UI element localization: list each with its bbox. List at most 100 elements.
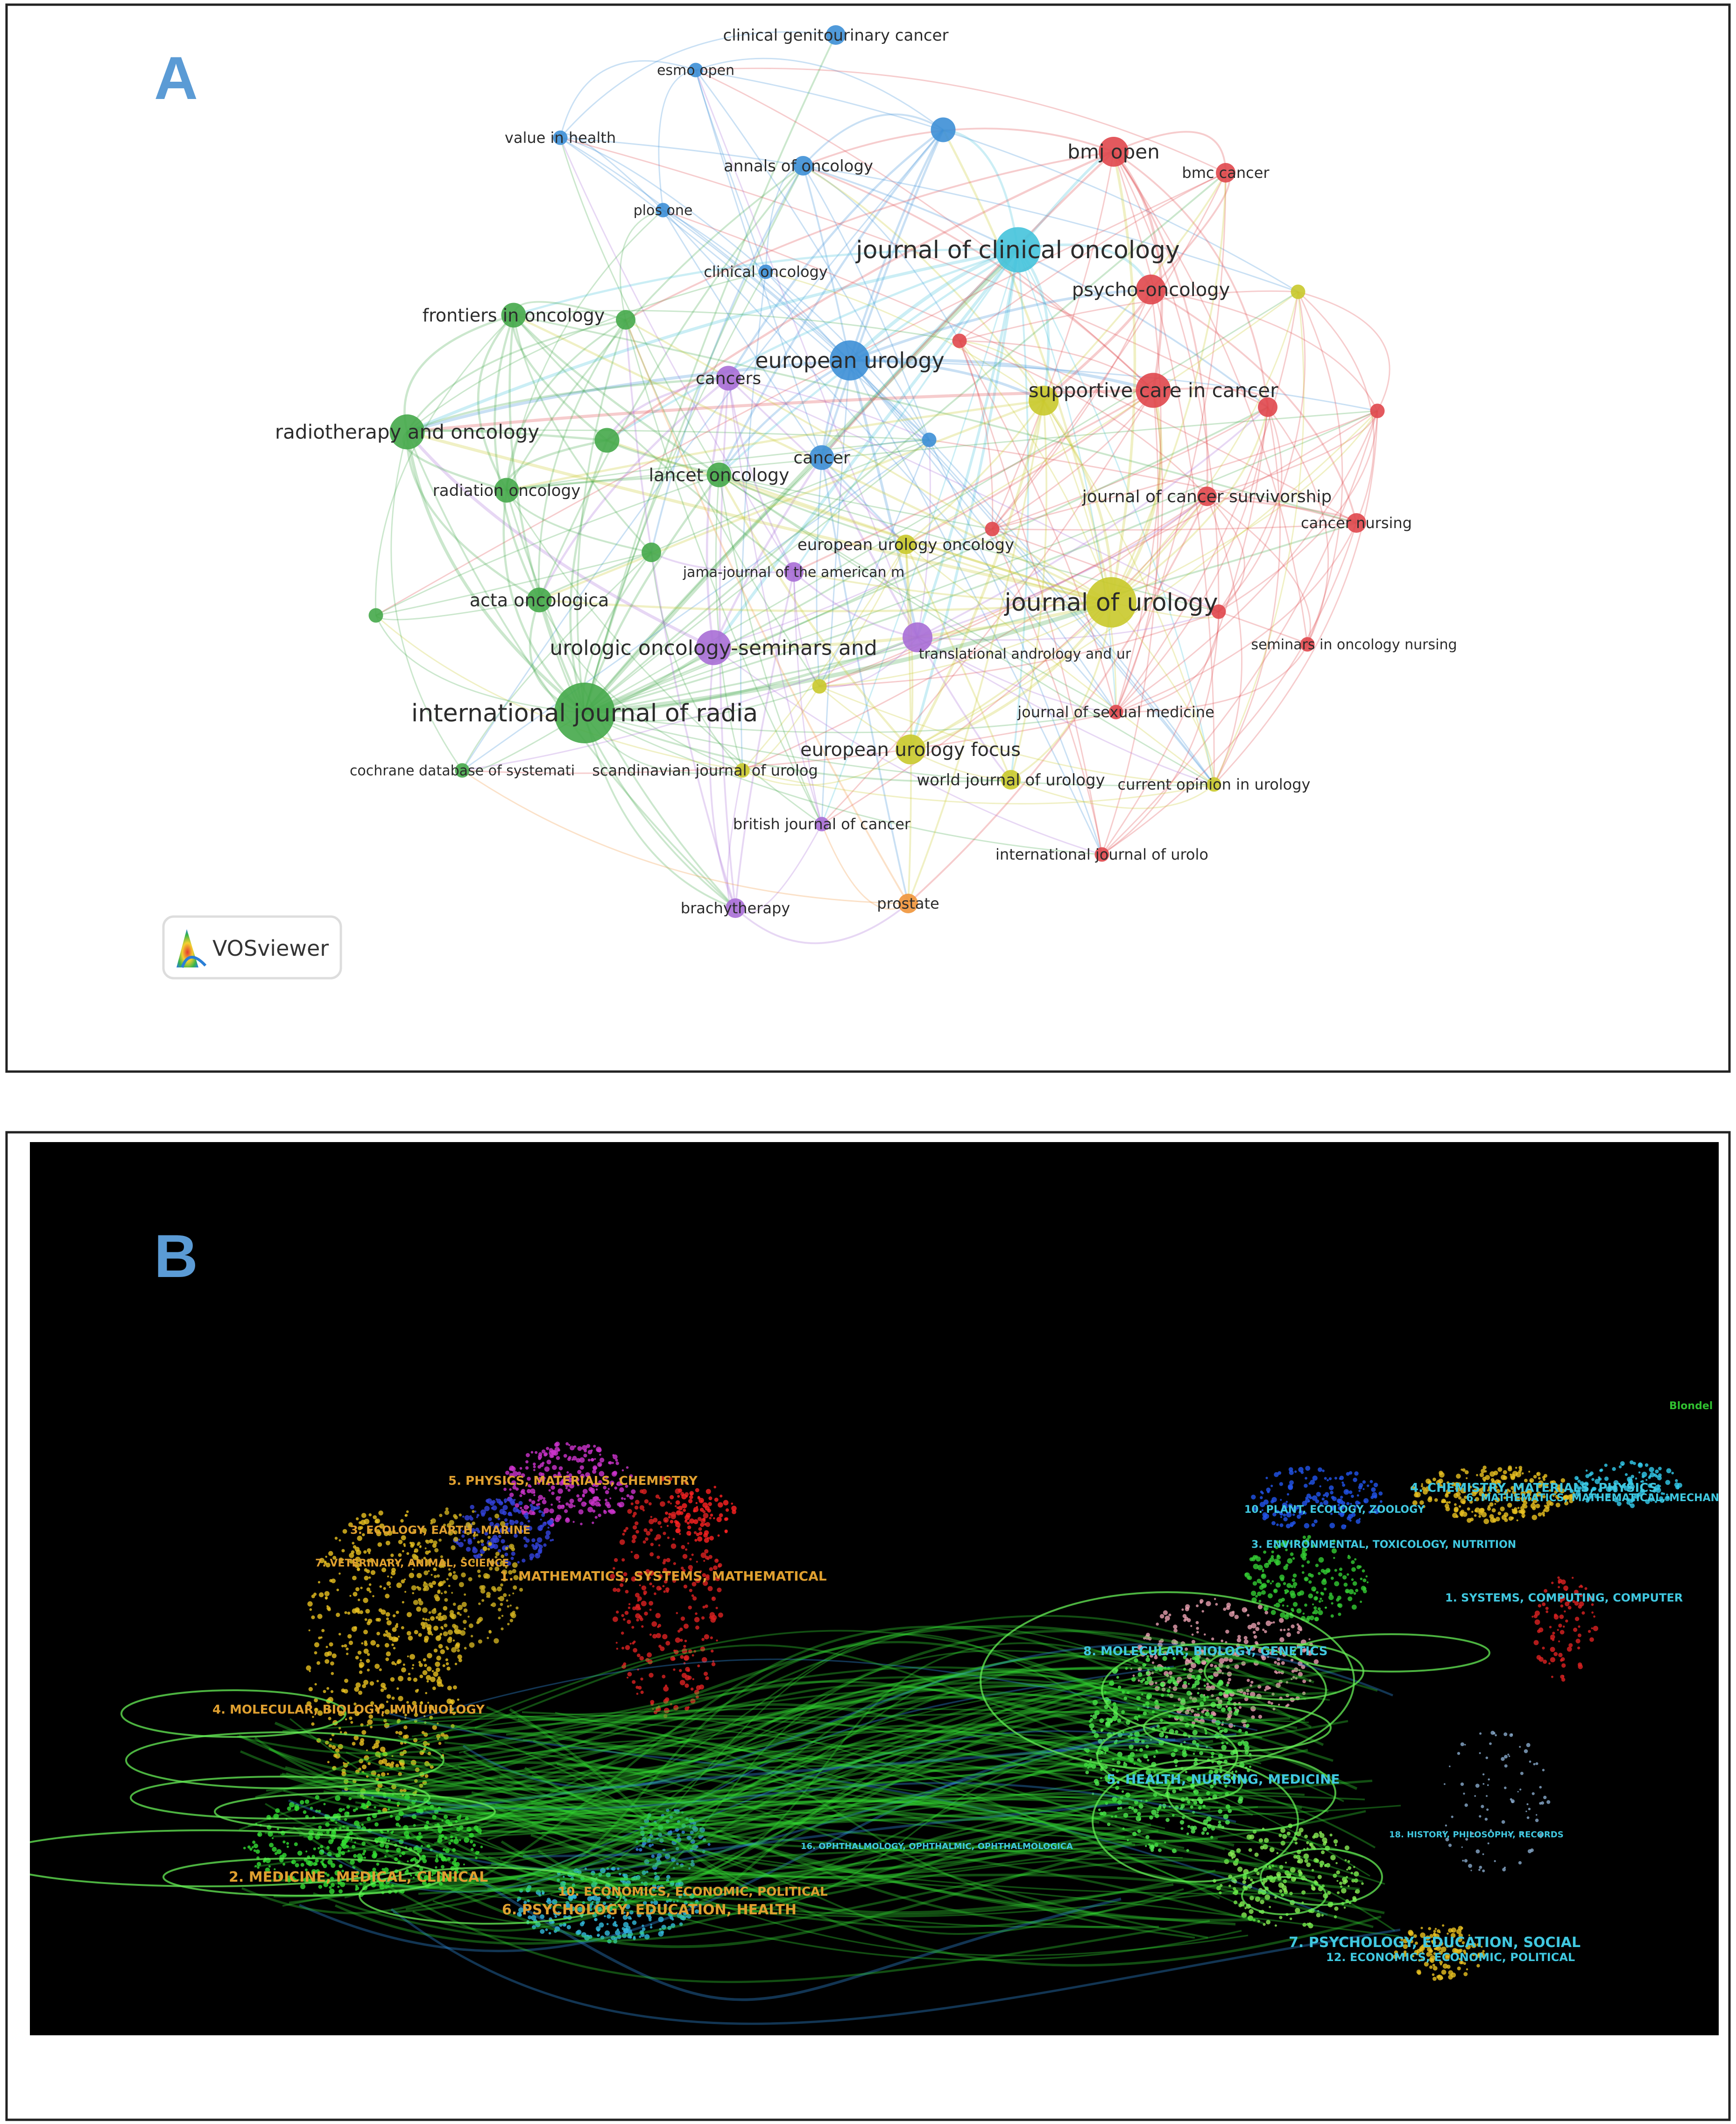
node-uro[interactable]: [696, 630, 731, 665]
map-dot: [1365, 1575, 1368, 1578]
node-brachy[interactable]: [726, 898, 745, 918]
map-dot: [1593, 1615, 1595, 1618]
node-red4[interactable]: [985, 522, 1000, 536]
map-dot: [1355, 1588, 1359, 1592]
node-jama[interactable]: [784, 562, 804, 582]
map-dot: [1493, 1470, 1498, 1475]
map-dot: [1543, 1795, 1547, 1799]
node-red3[interactable]: [1370, 403, 1385, 418]
network-edge: [625, 319, 820, 687]
map-dot: [1351, 1512, 1356, 1517]
node-grn4[interactable]: [368, 608, 383, 623]
map-dot: [1280, 1612, 1285, 1618]
map-dot: [477, 1569, 481, 1573]
map-dot: [1521, 1472, 1524, 1475]
node-vih[interactable]: [553, 130, 568, 145]
network-edge: [821, 360, 851, 825]
node-iju[interactable]: [1094, 847, 1109, 862]
map-dot: [1252, 1581, 1257, 1586]
node-prostate[interactable]: [898, 894, 918, 913]
node-cancers[interactable]: [716, 366, 741, 391]
map-dot: [699, 1531, 703, 1536]
map-dot: [1478, 1515, 1482, 1518]
node-ao[interactable]: [527, 587, 552, 613]
map-dot: [1322, 1578, 1327, 1582]
network-edge: [1113, 151, 1308, 645]
node-fio[interactable]: [501, 303, 526, 328]
node-jco[interactable]: [995, 227, 1041, 273]
map-dot: [1422, 1487, 1426, 1491]
map-dot: [412, 1664, 415, 1666]
node-red1[interactable]: [952, 333, 967, 348]
node-cou[interactable]: [1207, 777, 1221, 792]
node-grn1[interactable]: [616, 310, 635, 330]
network-edge: [959, 340, 1103, 855]
map-dot: [1305, 1466, 1311, 1471]
network-edge: [992, 390, 1154, 530]
map-dot: [1265, 1476, 1268, 1479]
map-dot: [621, 1469, 624, 1472]
node-wju[interactable]: [1001, 770, 1021, 790]
node-esmo[interactable]: [688, 63, 703, 78]
node-yel2[interactable]: [1029, 386, 1059, 416]
map-dot: [500, 1583, 503, 1587]
node-cancer[interactable]: [809, 445, 834, 470]
node-cgc[interactable]: [826, 25, 846, 45]
node-yel1[interactable]: [1291, 284, 1306, 299]
node-yel3[interactable]: [812, 679, 827, 694]
map-dot: [423, 1741, 428, 1746]
map-dot: [1504, 1755, 1508, 1759]
node-rao[interactable]: [389, 414, 425, 450]
node-euf[interactable]: [896, 734, 925, 764]
node-tau[interactable]: [903, 622, 932, 652]
map-dot: [595, 1488, 598, 1491]
node-cdsr[interactable]: [455, 763, 470, 778]
node-ju[interactable]: [1086, 577, 1136, 628]
node-psycho[interactable]: [1136, 275, 1166, 304]
node-lo[interactable]: [706, 462, 732, 487]
node-red5[interactable]: [1211, 604, 1226, 619]
map-dot: [403, 1831, 409, 1837]
map-dot: [459, 1513, 462, 1517]
map-dot: [580, 1876, 585, 1881]
map-dot: [404, 1578, 406, 1581]
node-bmcc[interactable]: [1216, 163, 1235, 183]
map-dot: [407, 1860, 409, 1863]
node-eu[interactable]: [830, 340, 870, 381]
map-dot: [606, 1923, 609, 1926]
node-plos[interactable]: [656, 203, 670, 218]
node-aoo[interactable]: [793, 156, 813, 176]
map-dot: [368, 1552, 371, 1554]
node-sion[interactable]: [1300, 637, 1315, 652]
map-dot: [1514, 1507, 1517, 1511]
node-label-bjc: british journal of cancer: [733, 815, 911, 833]
map-dot: [710, 1636, 713, 1639]
node-blue2[interactable]: [922, 432, 937, 447]
map-dot: [597, 1934, 599, 1937]
node-co[interactable]: [758, 264, 773, 279]
node-bjc[interactable]: [814, 817, 829, 832]
node-grn3[interactable]: [642, 543, 661, 562]
node-blue1[interactable]: [931, 117, 956, 142]
map-dot: [385, 1849, 389, 1853]
map-dot: [1510, 1733, 1513, 1736]
node-ijro[interactable]: [554, 683, 615, 743]
node-scc[interactable]: [1136, 373, 1171, 408]
node-label-cn: cancer nursing: [1301, 514, 1412, 532]
map-dot: [1197, 1692, 1200, 1694]
node-grn2[interactable]: [594, 428, 620, 453]
map-dot: [1534, 1610, 1540, 1616]
node-jsm[interactable]: [1108, 705, 1123, 720]
node-bmj[interactable]: [1099, 137, 1129, 167]
node-jcs[interactable]: [1197, 487, 1217, 506]
node-red2[interactable]: [1258, 397, 1277, 417]
map-dot: [1223, 1608, 1227, 1611]
node-sju[interactable]: [735, 763, 750, 778]
map-dot: [272, 1847, 277, 1852]
node-euo[interactable]: [896, 535, 916, 554]
node-ro[interactable]: [494, 478, 519, 503]
map-dot: [689, 1558, 692, 1561]
map-dot: [642, 1870, 646, 1875]
node-cn[interactable]: [1347, 513, 1366, 533]
map-dot: [652, 1708, 654, 1710]
